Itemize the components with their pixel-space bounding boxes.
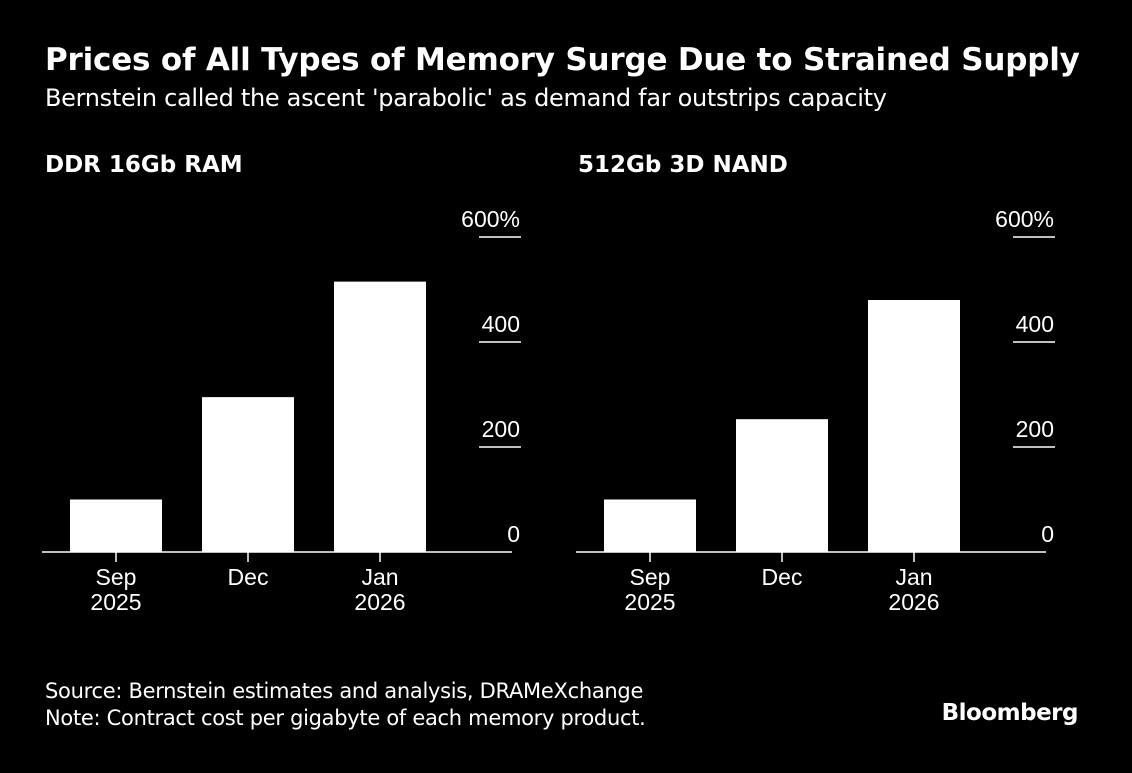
x-tick-label: Dec	[762, 564, 803, 590]
bar	[334, 281, 426, 552]
y-tick-label: 400	[482, 311, 520, 337]
x-tick-label-year: 2026	[888, 589, 939, 615]
bar	[70, 499, 162, 552]
footnote: Note: Contract cost per gigabyte of each…	[45, 706, 646, 730]
x-tick-label-year: 2025	[90, 589, 141, 615]
x-tick-label: Sep	[96, 564, 137, 590]
chart-subtitle: Bernstein called the ascent 'parabolic' …	[45, 84, 887, 112]
y-tick-label: 600%	[461, 206, 520, 232]
y-tick-label: 200	[482, 416, 520, 442]
y-tick-label: 400	[1016, 311, 1054, 337]
x-tick-label: Sep	[630, 564, 671, 590]
y-tick-label: 0	[1041, 521, 1054, 547]
y-tick-label: 600%	[995, 206, 1054, 232]
x-tick-label-year: 2026	[354, 589, 405, 615]
bar	[604, 499, 696, 552]
bar	[868, 300, 960, 552]
y-tick-label: 0	[507, 521, 520, 547]
bar	[202, 397, 294, 552]
bar	[736, 419, 828, 552]
chart-title: Prices of All Types of Memory Surge Due …	[45, 42, 1080, 78]
x-tick-label-year: 2025	[624, 589, 675, 615]
footer: Source: Bernstein estimates and analysis…	[45, 678, 646, 732]
panel-title-dram: DDR 16Gb RAM	[45, 152, 243, 178]
x-tick-label: Jan	[361, 564, 398, 590]
bloomberg-logo: Bloomberg	[941, 700, 1079, 726]
y-tick-label: 200	[1016, 416, 1054, 442]
x-tick-label: Jan	[895, 564, 932, 590]
source-note: Source: Bernstein estimates and analysis…	[45, 679, 644, 703]
x-tick-label: Dec	[228, 564, 269, 590]
panel-title-nand: 512Gb 3D NAND	[578, 152, 788, 178]
